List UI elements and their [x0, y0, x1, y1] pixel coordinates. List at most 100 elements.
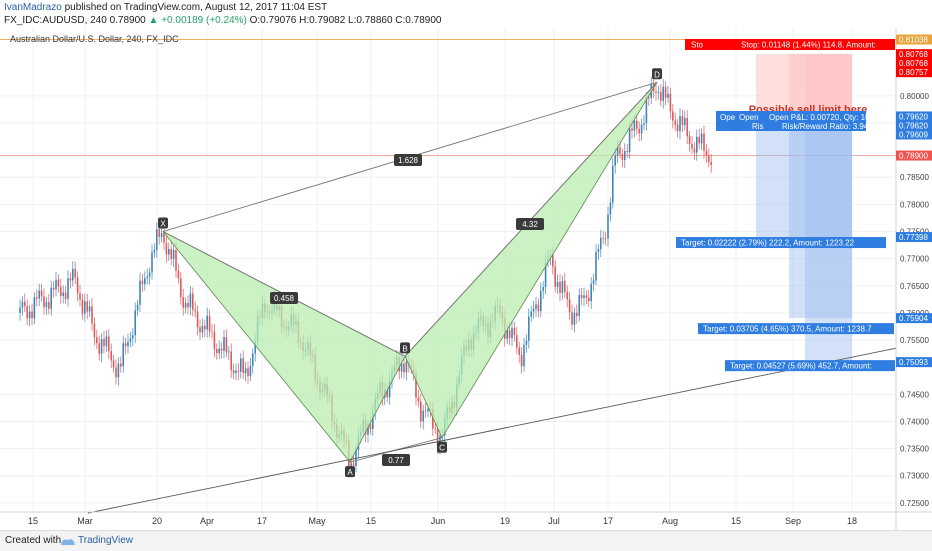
price-label-box [896, 357, 932, 368]
candle-body [129, 338, 132, 342]
candle-body [645, 97, 648, 124]
time-axis[interactable]: 15 Mar 20 Apr 17 May 15 Jun 19 Jul 17 Aug 15 Sep 18 [28, 516, 857, 526]
candle-body [194, 309, 196, 312]
change-arrow-icon: ▲ [148, 15, 159, 26]
position-zones [756, 54, 852, 363]
time-tick-label: 17 [603, 516, 613, 526]
price-change: +0.00189 (+0.24%) [161, 15, 247, 26]
candle-body [55, 279, 57, 290]
candle-body [21, 301, 24, 308]
candle-body [595, 252, 597, 281]
candle-body [506, 329, 508, 339]
price-label-box [896, 34, 932, 45]
candle-body [636, 120, 638, 129]
candle-body [405, 361, 408, 373]
candle-body [638, 128, 640, 134]
candle-body [172, 250, 175, 259]
candle-body [232, 370, 235, 374]
stop-short-label: Sto [691, 41, 704, 50]
candle-body [244, 368, 247, 373]
price-label: 0.77398 [899, 233, 928, 242]
candle-body [544, 261, 547, 288]
candle-body [57, 279, 60, 287]
candle-body [31, 311, 33, 319]
tradingview-brand[interactable]: TradingView [78, 535, 134, 546]
author-name[interactable]: IvanMadrazo [4, 2, 62, 13]
candle-body [139, 280, 141, 305]
candle-body [146, 276, 148, 279]
price-tick-label: 0.80000 [900, 92, 929, 101]
price-tick-label: 0.74000 [900, 417, 929, 426]
target-label-box [698, 323, 894, 335]
publisher-line: IvanMadrazo published on TradingView.com… [4, 2, 327, 13]
price-tick-label: 0.72500 [900, 499, 929, 508]
candle-body [45, 302, 48, 308]
candle-body [607, 214, 609, 239]
candle-body [74, 268, 76, 278]
time-tick-label: Aug [662, 516, 678, 526]
price-axis[interactable]: 0.800000.795000.785000.780000.775000.770… [896, 34, 932, 508]
candle-body [40, 290, 43, 297]
candle-body [350, 463, 352, 468]
candle-body [554, 266, 556, 287]
candle-body [590, 283, 592, 302]
time-tick-label: Apr [200, 516, 214, 526]
candle-body [192, 293, 194, 310]
candle-body [52, 287, 55, 290]
candle-body [415, 372, 417, 398]
candle-body [703, 133, 705, 151]
candle-body [669, 93, 672, 112]
published-text: published on TradingView.com, August 12,… [64, 2, 328, 13]
candle-body [19, 307, 21, 313]
price-label: 0.80768 [899, 59, 928, 68]
candle-body [552, 255, 554, 267]
time-tick-label: 17 [257, 516, 267, 526]
candle-body [516, 335, 518, 348]
ratio-badge [382, 454, 410, 466]
candle-body [211, 331, 213, 333]
candle-body [619, 147, 621, 155]
candle-body [223, 337, 225, 351]
candle-body [134, 310, 136, 336]
candle-body [28, 311, 31, 319]
candle-body [160, 233, 163, 237]
price-chart[interactable]: X A B C D 1.628 0.458 4.32 0.77 Possible sell li… [0, 0, 932, 530]
candle-body [168, 249, 170, 255]
candle-body [580, 294, 583, 299]
candle-body [367, 424, 369, 435]
candle-body [523, 344, 525, 367]
footer: Created with TradingView [0, 530, 932, 551]
last-price: 0.78900 [109, 15, 146, 26]
price-tick-label: 0.73000 [900, 472, 929, 481]
ohlc-values: O:0.79076 H:0.79082 L:0.78860 C:0.78900 [249, 15, 442, 26]
time-tick-label: 15 [366, 516, 376, 526]
candle-body [643, 123, 645, 125]
pattern-point-label: B [402, 344, 407, 353]
pattern-point-label: C [439, 444, 445, 453]
candle-body [201, 326, 204, 333]
xabcd-pattern: X A B C D 1.628 0.458 4.32 0.77 [87, 68, 897, 514]
time-tick-label: Jun [431, 516, 446, 526]
candle-body [206, 315, 208, 330]
candle-body [117, 363, 120, 378]
pattern-point-label: X [160, 220, 166, 229]
candle-body [674, 120, 676, 125]
time-tick-label: Sep [785, 516, 801, 526]
candle-body [616, 147, 619, 156]
time-tick-label: 15 [28, 516, 38, 526]
candle-body [100, 339, 103, 354]
candle-body [208, 315, 211, 332]
candle-body [571, 312, 573, 325]
price-label: 0.79620 [899, 112, 928, 121]
candle-body [26, 306, 28, 319]
candle-body [132, 335, 134, 339]
candle-body [76, 277, 79, 294]
candle-body [165, 242, 168, 255]
candle-body [528, 316, 530, 341]
candle-body [175, 250, 177, 271]
target-label: Target: 0.04527 (5.69%) 452.7, Amount: [730, 362, 872, 371]
candle-body [624, 151, 626, 161]
tradingview-logo-icon [61, 539, 75, 545]
candle-body [230, 351, 232, 371]
candle-body [151, 252, 153, 273]
